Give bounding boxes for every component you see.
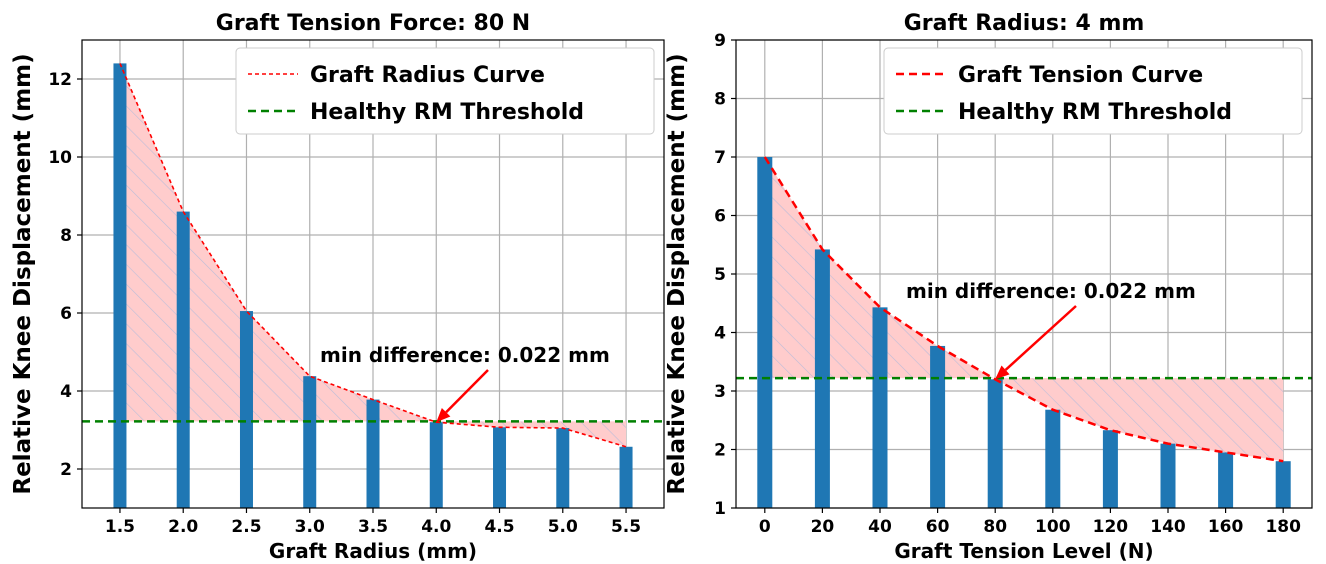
y-tick-labels: 1 2 3 4 5 6 7 8 9 bbox=[714, 31, 736, 519]
x-tick-label: 180 bbox=[1265, 517, 1301, 537]
x-tick-label: 5.5 bbox=[611, 517, 641, 537]
bar bbox=[1160, 443, 1176, 508]
y-tick-label: 6 bbox=[714, 207, 726, 227]
y-axis-label: Relative Knee Displacement (mm) bbox=[664, 53, 690, 494]
bar bbox=[239, 311, 253, 508]
bar bbox=[176, 211, 190, 508]
x-tick-label: 3.5 bbox=[358, 517, 388, 537]
curve-dashed-line bbox=[119, 63, 627, 448]
y-tick-label: 2 bbox=[714, 441, 726, 461]
y-tick-label: 2 bbox=[60, 460, 72, 480]
x-tick-labels: 0 20 40 60 80 100 120 140 160 180 bbox=[759, 508, 1301, 537]
curve-line bbox=[763, 156, 1284, 463]
y-tick-label: 8 bbox=[60, 226, 72, 246]
annotation-text: min difference: 0.022 mm bbox=[906, 279, 1196, 303]
bar bbox=[987, 379, 1003, 508]
bar bbox=[493, 427, 507, 508]
bar bbox=[930, 345, 946, 508]
bar bbox=[814, 249, 830, 508]
x-tick-label: 5.0 bbox=[548, 517, 578, 537]
x-tick-label: 3.0 bbox=[295, 517, 325, 537]
y-tick-label: 3 bbox=[714, 382, 726, 402]
x-tick-label: 160 bbox=[1208, 517, 1244, 537]
bar bbox=[872, 307, 888, 508]
x-tick-label: 140 bbox=[1150, 517, 1186, 537]
bar-series bbox=[113, 63, 633, 509]
x-tick-label: 4.5 bbox=[484, 517, 514, 537]
bar bbox=[1102, 430, 1118, 508]
bar bbox=[429, 422, 443, 508]
bar bbox=[619, 446, 633, 508]
legend: Graft Radius Curve Healthy RM Threshold bbox=[235, 47, 655, 135]
annotation-arrow bbox=[1004, 305, 1077, 371]
x-tick-label: 20 bbox=[811, 517, 835, 537]
x-tick-label: 60 bbox=[926, 517, 950, 537]
bar bbox=[366, 399, 380, 508]
annotation-text: min difference: 0.022 mm bbox=[320, 343, 610, 367]
curve-line bbox=[119, 63, 627, 448]
bar bbox=[113, 63, 127, 509]
y-tick-label: 7 bbox=[714, 148, 726, 168]
y-tick-label: 4 bbox=[714, 324, 726, 344]
y-tick-label: 1 bbox=[714, 499, 726, 519]
x-tick-label: 2.5 bbox=[231, 517, 261, 537]
y-tick-label: 8 bbox=[714, 90, 726, 110]
y-tick-label: 5 bbox=[714, 265, 726, 285]
difference-fill-polygon bbox=[764, 157, 1284, 462]
annotation-arrow bbox=[445, 369, 489, 414]
legend: Graft Tension Curve Healthy RM Threshold bbox=[883, 47, 1303, 135]
annotation-group: min difference: 0.022 mm bbox=[320, 343, 610, 423]
bar bbox=[1045, 409, 1061, 508]
x-tick-label: 40 bbox=[868, 517, 892, 537]
x-tick-label: 80 bbox=[983, 517, 1007, 537]
x-tick-labels: 1.5 2.0 2.5 3.0 3.5 4.0 4.5 5.0 5.5 bbox=[105, 508, 641, 537]
x-tick-label: 4.0 bbox=[421, 517, 451, 537]
legend-box bbox=[235, 47, 655, 135]
x-tick-label: 2.0 bbox=[168, 517, 198, 537]
y-axis-label: Relative Knee Displacement (mm) bbox=[10, 53, 36, 494]
y-tick-labels: 2 4 6 8 10 12 bbox=[48, 70, 82, 480]
bar bbox=[1275, 461, 1291, 508]
legend-threshold-label: Healthy RM Threshold bbox=[958, 100, 1232, 125]
difference-fill-area bbox=[764, 157, 1284, 462]
chart-panel-left: min difference: 0.022 mm 1.5 2.0 2.5 3.0 3.5… bbox=[10, 11, 665, 563]
annotation-group: min difference: 0.022 mm bbox=[906, 279, 1196, 380]
legend-box bbox=[883, 47, 1303, 135]
legend-threshold-label: Healthy RM Threshold bbox=[310, 100, 584, 125]
x-axis-label: Graft Tension Level (N) bbox=[894, 539, 1153, 563]
chart-title: Graft Tension Force: 80 N bbox=[216, 11, 530, 36]
legend-curve-label: Graft Tension Curve bbox=[958, 63, 1203, 88]
annotation-arrow-head bbox=[995, 365, 1010, 380]
bar-series bbox=[757, 157, 1291, 508]
x-tick-label: 1.5 bbox=[105, 517, 135, 537]
x-tick-label: 120 bbox=[1093, 517, 1129, 537]
x-tick-label: 100 bbox=[1035, 517, 1071, 537]
bar bbox=[1218, 452, 1234, 508]
y-tick-label: 10 bbox=[48, 148, 72, 168]
bar bbox=[303, 376, 317, 508]
curve-dashed-line bbox=[763, 156, 1284, 463]
y-tick-label: 6 bbox=[60, 304, 72, 324]
y-tick-label: 4 bbox=[60, 382, 72, 402]
annotation-arrow-head bbox=[436, 408, 451, 423]
bar bbox=[757, 157, 773, 508]
x-tick-label: 0 bbox=[759, 517, 771, 537]
bar bbox=[556, 428, 570, 508]
legend-curve-label: Graft Radius Curve bbox=[310, 63, 545, 88]
chart-title: Graft Radius: 4 mm bbox=[904, 11, 1145, 36]
y-tick-label: 12 bbox=[48, 70, 72, 90]
y-tick-label: 9 bbox=[714, 31, 726, 51]
x-axis-label: Graft Radius (mm) bbox=[269, 539, 477, 563]
chart-panel-right: min difference: 0.022 mm 0 20 40 60 80 100 120… bbox=[664, 11, 1313, 563]
